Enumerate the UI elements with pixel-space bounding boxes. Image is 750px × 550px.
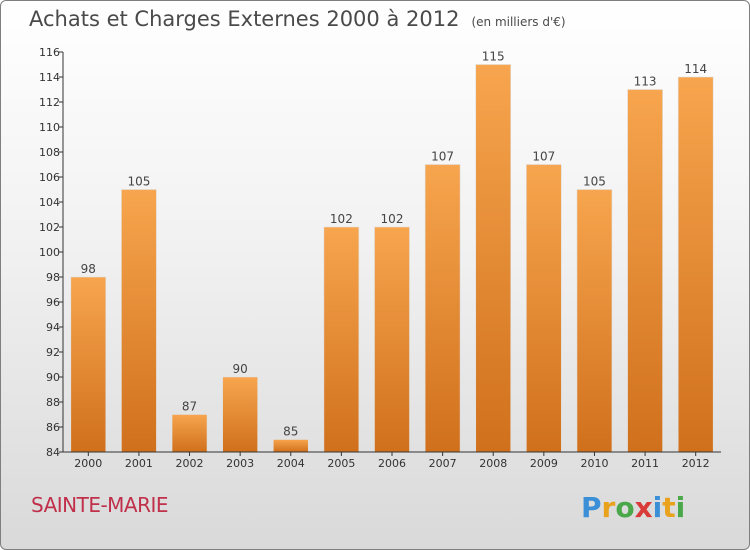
bar-2000	[70, 276, 107, 453]
x-tick-label-2003: 2003	[226, 457, 254, 470]
chart-title-text: Achats et Charges Externes 2000 à 2012	[29, 7, 460, 31]
data-label-2004: 85	[283, 425, 298, 439]
x-tick-label-2005: 2005	[327, 457, 355, 470]
axes-group	[59, 51, 721, 456]
y-tick-label-96: 96	[46, 296, 60, 309]
x-tick-label-2002: 2002	[176, 457, 204, 470]
data-label-2007: 107	[431, 150, 454, 164]
data-label-2012: 114	[684, 62, 707, 76]
y-tick-label-110: 110	[39, 121, 60, 134]
data-label-2005: 102	[330, 212, 353, 226]
y-tick-label-104: 104	[39, 196, 60, 209]
bar-2008	[475, 64, 512, 453]
y-tick-label-86: 86	[46, 421, 60, 434]
bar-2002	[171, 414, 208, 453]
place-name: SAINTE-MARIE	[31, 493, 169, 517]
x-tick-label-2010: 2010	[580, 457, 608, 470]
chart-unit: (en milliers d'€)	[471, 15, 566, 29]
data-label-2001: 105	[127, 175, 150, 189]
data-label-2008: 115	[482, 50, 505, 64]
svg-text:Proxiti: Proxiti	[581, 491, 685, 524]
bar-2009	[526, 164, 562, 453]
data-label-2011: 113	[634, 75, 657, 89]
bar-2007	[424, 164, 461, 453]
y-tick-label-114: 114	[39, 71, 60, 84]
y-tick-label-98: 98	[46, 271, 60, 284]
y-tick-label-116: 116	[39, 46, 60, 59]
x-tick-label-2008: 2008	[479, 457, 507, 470]
x-tick-label-2000: 2000	[74, 457, 102, 470]
y-tick-label-90: 90	[46, 371, 60, 384]
bar-2005	[323, 226, 360, 453]
x-tick-label-2001: 2001	[125, 457, 153, 470]
bar-2012	[677, 76, 714, 453]
y-tick-label-88: 88	[46, 396, 60, 409]
bar-2010	[576, 189, 613, 453]
x-tick-label-2006: 2006	[378, 457, 406, 470]
data-label-2003: 90	[233, 362, 248, 376]
x-tick-label-2012: 2012	[682, 457, 710, 470]
bars-group	[70, 64, 714, 453]
y-tick-label-106: 106	[39, 171, 60, 184]
y-tick-label-84: 84	[46, 446, 60, 459]
bar-2004	[272, 439, 309, 453]
data-label-2010: 105	[583, 175, 606, 189]
x-tick-label-2011: 2011	[631, 457, 659, 470]
x-tick-label-2009: 2009	[530, 457, 558, 470]
y-tick-label-94: 94	[46, 321, 60, 334]
bar-2011	[627, 89, 663, 453]
data-label-2002: 87	[182, 400, 197, 414]
data-label-2006: 102	[381, 212, 404, 226]
proxiti-logo: Proxiti	[581, 491, 685, 524]
y-tick-label-100: 100	[39, 246, 60, 259]
bar-2006	[374, 226, 410, 453]
chart-title: Achats et Charges Externes 2000 à 2012 (e…	[29, 7, 566, 31]
y-tick-label-102: 102	[39, 221, 60, 234]
x-tick-label-2004: 2004	[277, 457, 305, 470]
data-label-2000: 98	[81, 262, 96, 276]
y-tick-label-112: 112	[39, 96, 60, 109]
y-tick-label-108: 108	[39, 146, 60, 159]
bar-2003	[222, 376, 258, 453]
labels-group: 98 2000 105 2001 87 2002 90 2003 85 2004 102 2005 10…	[39, 46, 710, 470]
y-tick-label-92: 92	[46, 346, 60, 359]
x-tick-label-2007: 2007	[429, 457, 457, 470]
data-label-2009: 107	[532, 150, 555, 164]
bar-2001	[121, 189, 157, 453]
